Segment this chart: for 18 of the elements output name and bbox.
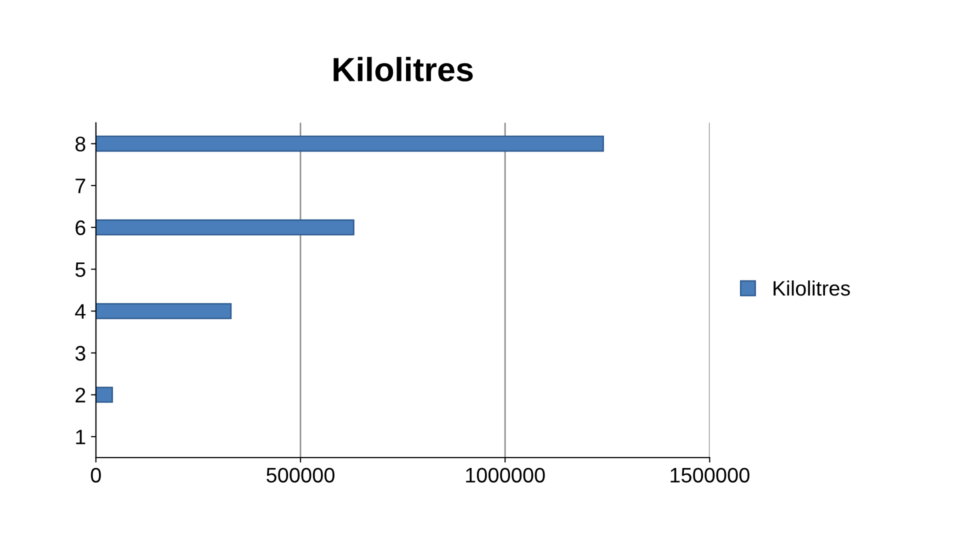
y-tick-label: 5 — [75, 262, 86, 277]
y-tick-label: 2 — [76, 388, 86, 402]
bar — [96, 386, 113, 403]
y-tick-label: 7 — [76, 178, 86, 194]
legend-label: Kilolitres — [774, 280, 850, 296]
y-tick-label: 4 — [75, 304, 86, 319]
x-tick-label: 500000 — [266, 468, 334, 483]
y-tick-label: 1 — [76, 430, 86, 444]
y-tick-label: 6 — [76, 220, 86, 236]
bar — [96, 219, 354, 236]
y-tick-label: 8 — [75, 136, 86, 152]
chart-title: Kilolitres — [334, 56, 473, 82]
x-tick-label: 1500000 — [670, 468, 750, 483]
bar — [96, 303, 232, 320]
y-tick-label: 3 — [75, 346, 86, 361]
bar — [96, 136, 604, 152]
x-tick-label: 0 — [90, 468, 101, 483]
x-tick-label: 1000000 — [466, 468, 545, 483]
